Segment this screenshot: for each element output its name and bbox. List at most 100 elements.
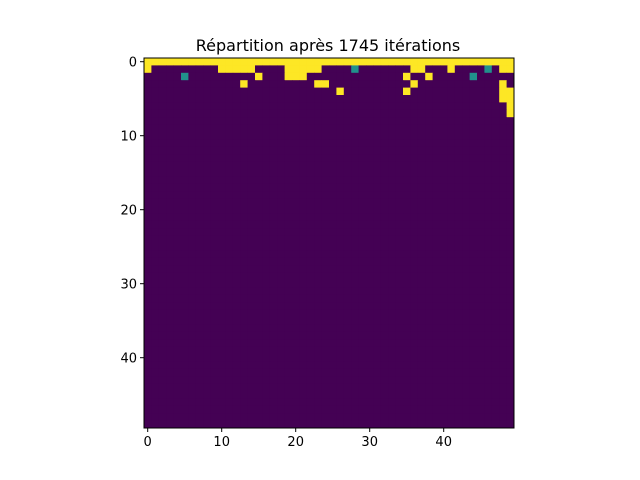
heatmap-cell (469, 294, 478, 303)
heatmap-cell (373, 368, 382, 377)
heatmap-cell (210, 361, 219, 370)
heatmap-cell (277, 265, 285, 273)
heatmap-cell (292, 176, 300, 185)
heatmap-cell (181, 132, 189, 140)
heatmap-cell (484, 72, 493, 81)
heatmap-cell (491, 376, 500, 384)
heatmap-cell (195, 87, 204, 96)
heatmap-cell (440, 65, 448, 74)
heatmap-cell (158, 87, 167, 96)
heatmap-cell (166, 257, 174, 266)
heatmap-cell (351, 302, 359, 310)
heatmap-cell (484, 405, 493, 414)
heatmap-cell (255, 331, 263, 340)
heatmap-cell (321, 354, 330, 362)
heatmap-cell (306, 405, 315, 414)
heatmap-cell (462, 198, 470, 207)
heatmap-cell (158, 183, 167, 192)
heatmap-cell (299, 376, 308, 384)
heatmap-cell (432, 317, 441, 325)
heatmap-cell (447, 339, 456, 347)
heatmap-cell (454, 65, 463, 74)
heatmap-cell (247, 191, 256, 199)
heatmap-cell (240, 420, 248, 429)
heatmap-cell (491, 102, 500, 111)
heatmap-cell (218, 331, 226, 340)
heatmap-cell (225, 117, 234, 125)
heatmap-cell (173, 124, 182, 133)
heatmap-cell (321, 420, 330, 429)
heatmap-cell (225, 376, 234, 384)
heatmap-cell (432, 346, 441, 355)
heatmap-cell (255, 198, 263, 207)
heatmap-cell (425, 191, 433, 199)
heatmap-cell (410, 102, 419, 111)
heatmap-cell (144, 339, 152, 347)
heatmap-cell (144, 272, 152, 281)
heatmap-cell (284, 235, 293, 244)
heatmap-cell (188, 265, 197, 273)
heatmap-cell (477, 132, 485, 140)
heatmap-cell (218, 265, 226, 273)
heatmap-cell (225, 413, 234, 421)
heatmap-cell (203, 176, 211, 185)
heatmap-cell (336, 191, 345, 199)
heatmap-cell (232, 257, 241, 266)
heatmap-cell (380, 265, 389, 273)
heatmap-cell (329, 117, 337, 125)
heatmap-cell (491, 109, 500, 118)
heatmap-cell (462, 324, 470, 333)
heatmap-cell (440, 235, 448, 244)
heatmap-cell (158, 361, 167, 370)
heatmap-cell (336, 220, 345, 229)
heatmap-cell (351, 117, 359, 125)
heatmap-cell (425, 213, 433, 222)
heatmap-cell (158, 154, 167, 162)
heatmap-cell (447, 309, 456, 318)
heatmap-cell (373, 331, 382, 340)
heatmap-cell (299, 183, 308, 192)
heatmap-cell (277, 250, 285, 259)
heatmap-cell (499, 331, 507, 340)
heatmap-cell (447, 109, 456, 118)
heatmap-cell (277, 58, 285, 66)
heatmap-cell (210, 287, 219, 296)
heatmap-cell (269, 102, 278, 111)
heatmap-cell (499, 361, 507, 370)
heatmap-cell (506, 339, 515, 347)
heatmap-cell (336, 169, 345, 177)
heatmap-cell (506, 124, 515, 133)
heatmap-cell (373, 294, 382, 303)
heatmap-cell (403, 72, 411, 81)
heatmap-cell (343, 154, 352, 162)
heatmap-cell (166, 287, 174, 296)
heatmap-cell (299, 87, 308, 96)
heatmap-cell (225, 280, 234, 288)
heatmap-cell (284, 243, 293, 251)
heatmap-cell (403, 95, 411, 103)
heatmap-cell (410, 354, 419, 362)
heatmap-cell (454, 294, 463, 303)
heatmap-cell (491, 87, 500, 96)
heatmap-cell (462, 228, 470, 236)
heatmap-cell (210, 65, 219, 74)
heatmap-cell (432, 257, 441, 266)
heatmap-cell (188, 346, 197, 355)
heatmap-cell (284, 183, 293, 192)
heatmap-cell (292, 250, 300, 259)
heatmap-cell (366, 102, 374, 111)
heatmap-cell (247, 339, 256, 347)
heatmap-cell (284, 169, 293, 177)
heatmap-cell (144, 413, 152, 421)
heatmap-cell (329, 376, 337, 384)
heatmap-cell (247, 361, 256, 370)
heatmap-cell (255, 280, 263, 288)
heatmap-cell (329, 302, 337, 310)
heatmap-cell (262, 243, 271, 251)
heatmap-cell (395, 191, 404, 199)
heatmap-cell (247, 309, 256, 318)
heatmap-cell (343, 346, 352, 355)
heatmap-cell (351, 198, 359, 207)
heatmap-cell (462, 302, 470, 310)
heatmap-cell (262, 413, 271, 421)
